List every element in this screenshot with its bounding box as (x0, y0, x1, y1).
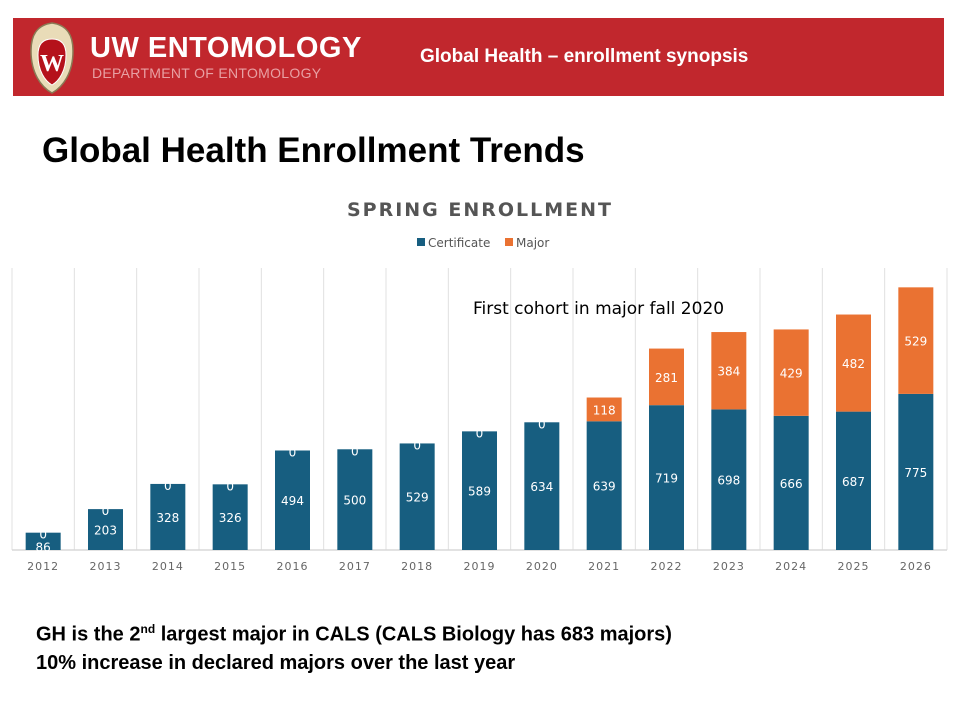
bar-major-2021 (586, 397, 622, 422)
data-label-certificate-2017: 500 (343, 494, 366, 508)
data-label-major-2015: 0 (226, 479, 234, 493)
bar-certificate-2016 (275, 450, 310, 550)
data-label-major-2014: 0 (164, 479, 172, 493)
bar-certificate-2013 (88, 509, 123, 550)
x-tick-label: 2021 (588, 560, 620, 573)
legend-label-major: Major (516, 236, 549, 250)
banner-title: Global Health – enrollment synopsis (420, 46, 749, 67)
data-label-major-2013: 0 (102, 504, 110, 518)
data-label-certificate-2026: 775 (904, 466, 927, 480)
data-label-major-2018: 0 (413, 438, 421, 452)
x-tick-label: 2017 (339, 560, 371, 573)
x-tick-label: 2022 (651, 560, 683, 573)
bar-certificate-2023 (711, 409, 747, 550)
bar-certificate-2021 (586, 421, 622, 550)
data-label-certificate-2021: 639 (593, 480, 616, 494)
data-label-certificate-2024: 666 (780, 477, 803, 491)
data-label-major-2026: 529 (904, 335, 927, 349)
data-label-certificate-2015: 326 (219, 511, 242, 525)
bar-certificate-2015 (212, 484, 248, 550)
bar-certificate-2020 (524, 422, 560, 550)
data-label-certificate-2022: 719 (655, 472, 678, 486)
stacked-bar-chart: SPRING ENROLLMENT Certificate Major 860 20… (11, 199, 948, 573)
data-label-certificate-2025: 687 (842, 475, 865, 489)
data-label-major-2023: 384 (717, 365, 740, 379)
data-label-major-2024: 429 (780, 367, 803, 381)
legend: Certificate Major (417, 236, 549, 250)
bar-certificate-2018 (399, 443, 435, 550)
x-tick-label: 2026 (900, 560, 932, 573)
x-tick-label: 2012 (27, 560, 59, 573)
bar-major-2022 (649, 348, 684, 406)
data-label-major-2021: 118 (593, 403, 616, 417)
uw-crest-logo: W (30, 22, 74, 94)
data-label-major-2016: 0 (289, 445, 297, 459)
x-tick-label: 2024 (775, 560, 807, 573)
x-tick-label: 2015 (214, 560, 246, 573)
data-label-major-2017: 0 (351, 444, 359, 458)
footer-line-1: GH is the 2nd largest major in CALS (CAL… (36, 622, 672, 647)
data-label-major-2025: 482 (842, 357, 865, 371)
brand-name: UW ENTOMOLOGY (90, 32, 362, 64)
footer-line-1-sup: nd (140, 622, 156, 636)
bar-certificate-2014 (150, 483, 186, 550)
bar-certificate-2017 (337, 449, 373, 550)
legend-label-certificate: Certificate (428, 236, 490, 250)
data-label-certificate-2020: 634 (530, 480, 553, 494)
footer-line-1-b: largest major in CALS (CALS Biology has … (155, 623, 672, 646)
annotation: First cohort in major fall 2020 (473, 299, 724, 319)
data-label-certificate-2016: 494 (281, 494, 304, 508)
data-label-certificate-2013: 203 (94, 524, 117, 538)
bar-certificate-2012 (25, 532, 61, 550)
bar-major-2023 (711, 332, 747, 410)
x-tick-label: 2014 (152, 560, 184, 573)
svg-text:W: W (40, 51, 64, 77)
data-label-major-2012: 0 (39, 528, 47, 542)
x-tick-label: 2019 (464, 560, 496, 573)
header-banner: W UW ENTOMOLOGY DEPARTMENT OF ENTOMOLOGY… (13, 18, 944, 96)
x-tick-label: 2018 (401, 560, 433, 573)
bar-certificate-2019 (462, 431, 497, 550)
bar-major-2025 (836, 314, 871, 412)
data-label-major-2020: 0 (538, 417, 546, 431)
data-label-certificate-2023: 698 (717, 474, 740, 488)
x-tick-label: 2016 (277, 560, 309, 573)
bar-certificate-2022 (649, 405, 684, 550)
slide-title: Global Health Enrollment Trends (42, 131, 585, 170)
x-tick-label: 2013 (90, 560, 122, 573)
bar-major-2026 (898, 287, 934, 394)
x-tick-label: 2025 (838, 560, 870, 573)
data-label-certificate-2012: 86 (36, 540, 51, 554)
chart-title: SPRING ENROLLMENT (347, 199, 613, 221)
legend-swatch-major (505, 238, 513, 246)
footer-line-1-a: GH is the 2 (36, 623, 141, 646)
bar-certificate-2025 (836, 411, 871, 550)
bar-certificate-2026 (898, 393, 934, 550)
data-label-major-2022: 281 (655, 371, 678, 385)
footer-line-2: 10% increase in declared majors over the… (36, 652, 516, 674)
data-label-certificate-2018: 529 (406, 491, 429, 505)
brand-subtitle: DEPARTMENT OF ENTOMOLOGY (92, 65, 322, 81)
data-label-major-2019: 0 (476, 426, 484, 440)
bar-major-2024 (773, 329, 809, 416)
data-label-certificate-2014: 328 (156, 511, 179, 525)
x-tick-label: 2023 (713, 560, 745, 573)
legend-swatch-certificate (417, 238, 425, 246)
bar-certificate-2024 (773, 415, 809, 550)
x-tick-label: 2020 (526, 560, 558, 573)
data-label-certificate-2019: 589 (468, 485, 491, 499)
